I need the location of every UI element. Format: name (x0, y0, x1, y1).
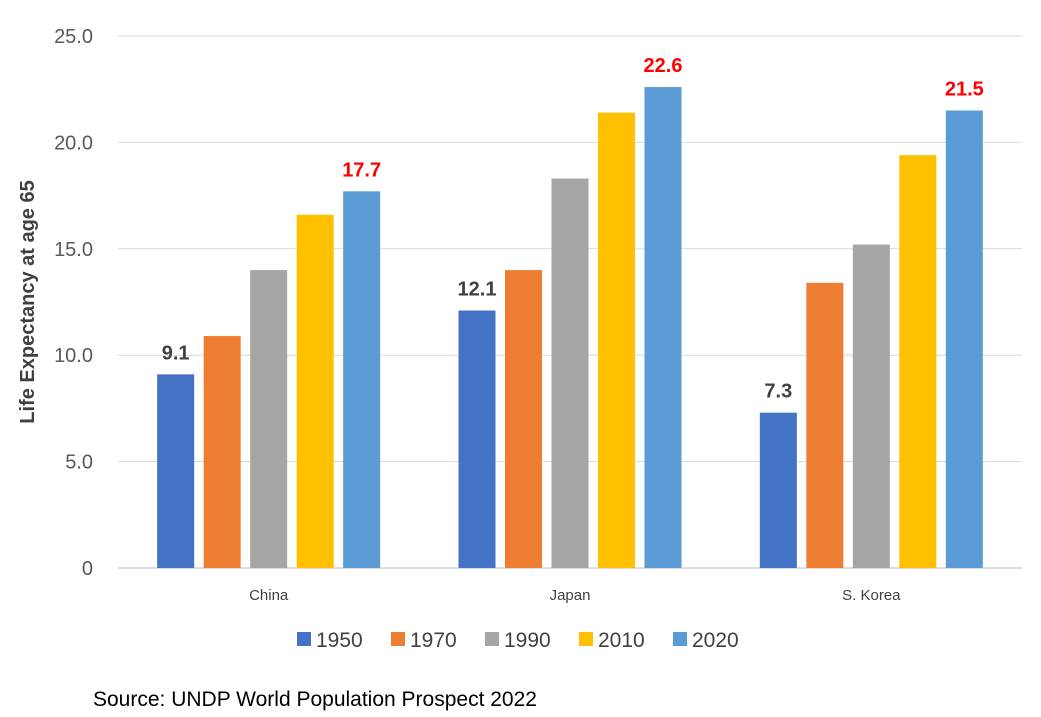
legend-label: 1990 (504, 629, 551, 652)
legend-swatch (391, 632, 405, 646)
x-tick-label: Japan (550, 587, 591, 604)
legend-swatch (485, 632, 499, 646)
legend-swatch (579, 632, 593, 646)
source-note: Source: UNDP World Population Prospect 2… (93, 688, 537, 711)
y-tick-label: 25.0 (54, 26, 93, 48)
y-tick-label: 15.0 (54, 239, 93, 261)
y-axis-label: Life Expectancy at age 65 (17, 180, 39, 423)
legend-swatch (297, 632, 311, 646)
bar-1990-japan (551, 178, 589, 569)
data-label: 21.5 (945, 78, 984, 100)
y-tick-label: 0 (82, 558, 93, 580)
bar-1950-s-korea (759, 412, 797, 568)
bar-1990-china (250, 270, 288, 568)
data-label: 7.3 (764, 381, 792, 403)
data-label: 17.7 (342, 159, 381, 181)
bar-2010-japan (598, 112, 635, 568)
legend-label: 2020 (692, 629, 739, 652)
y-tick-label: 20.0 (54, 132, 93, 154)
bar-2020-s-korea (945, 110, 983, 568)
y-tick-label: 5.0 (65, 452, 93, 474)
data-label: 12.1 (458, 279, 497, 301)
data-label: 9.1 (162, 342, 190, 364)
y-tick-label: 10.0 (54, 345, 93, 367)
legend-swatch (673, 632, 687, 646)
bars (157, 87, 983, 569)
data-labels: 9.1 12.1 7.3 17.7 22.6 21.5 (162, 55, 984, 403)
data-label: 22.6 (644, 55, 683, 77)
bar-1950-japan (458, 310, 496, 568)
x-axis: China Japan S. Korea (249, 587, 901, 604)
legend-label: 2010 (598, 629, 645, 652)
y-axis: 0 5.0 10.0 15.0 20.0 25.0 (54, 26, 93, 580)
bar-1970-japan (505, 270, 542, 568)
bar-1970-china (203, 336, 241, 568)
bar-2020-japan (644, 87, 682, 569)
bar-1970-s-korea (806, 282, 844, 568)
legend-label: 1970 (410, 629, 457, 652)
bar-2010-china (296, 214, 334, 568)
legend: 1950 1970 1990 2010 2020 (297, 629, 739, 652)
bar-2020-china (343, 191, 381, 568)
x-tick-label: S. Korea (842, 587, 901, 604)
bar-2010-s-korea (899, 155, 937, 568)
bar-1990-s-korea (852, 244, 890, 568)
bar-1950-china (157, 374, 195, 568)
x-tick-label: China (249, 587, 289, 604)
legend-label: 1950 (316, 629, 363, 652)
